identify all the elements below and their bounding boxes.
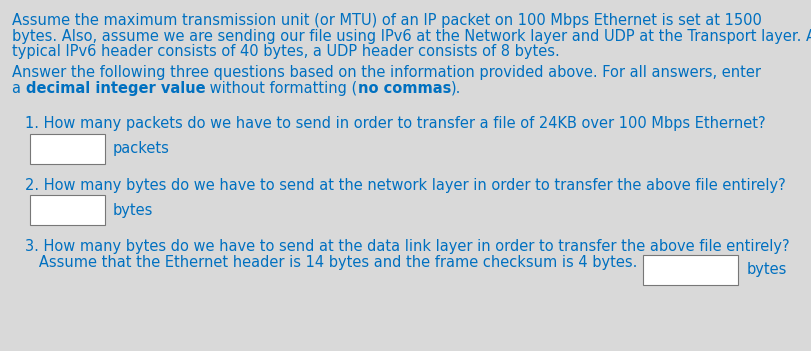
Text: 1. How many packets do we have to send in order to transfer a file of 24KB over : 1. How many packets do we have to send i… xyxy=(25,117,766,132)
Text: decimal integer value: decimal integer value xyxy=(26,81,205,96)
FancyBboxPatch shape xyxy=(30,134,105,164)
FancyBboxPatch shape xyxy=(643,255,738,285)
Text: a: a xyxy=(12,81,26,96)
Text: no commas: no commas xyxy=(358,81,451,96)
Text: 2. How many bytes do we have to send at the network layer in order to transfer t: 2. How many bytes do we have to send at … xyxy=(25,178,786,193)
Text: Assume that the Ethernet header is 14 bytes and the frame checksum is 4 bytes.: Assume that the Ethernet header is 14 by… xyxy=(25,255,637,270)
Text: ).: ). xyxy=(451,81,461,96)
Text: without formatting (: without formatting ( xyxy=(205,81,358,96)
FancyBboxPatch shape xyxy=(30,196,105,225)
Text: Answer the following three questions based on the information provided above. Fo: Answer the following three questions bas… xyxy=(12,66,761,80)
Text: typical IPv6 header consists of 40 bytes, a UDP header consists of 8 bytes.: typical IPv6 header consists of 40 bytes… xyxy=(12,44,560,59)
Text: bytes: bytes xyxy=(746,263,787,278)
Text: 3. How many bytes do we have to send at the data link layer in order to transfer: 3. How many bytes do we have to send at … xyxy=(25,239,790,254)
Text: Assume the maximum transmission unit (or MTU) of an IP packet on 100 Mbps Ethern: Assume the maximum transmission unit (or… xyxy=(12,13,762,28)
Text: bytes. Also, assume we are sending our file using IPv6 at the Network layer and : bytes. Also, assume we are sending our f… xyxy=(12,28,811,44)
Text: packets: packets xyxy=(113,141,169,157)
Text: bytes: bytes xyxy=(113,203,153,218)
